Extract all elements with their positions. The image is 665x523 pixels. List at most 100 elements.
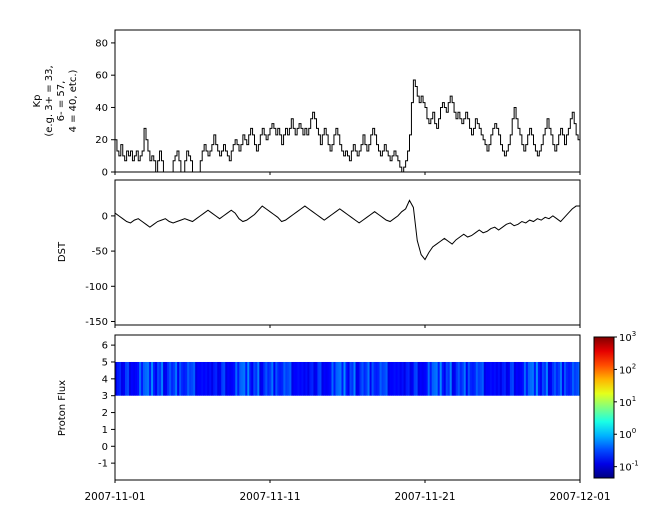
- proton-flux-panel-border: [114, 334, 581, 481]
- proton-flux-band-strip: [495, 361, 499, 396]
- proton-flux-band-strip: [239, 361, 242, 396]
- proton-flux-band-strip: [479, 361, 483, 396]
- proton-flux-band-strip: [405, 361, 409, 396]
- proton-flux-band-strip: [343, 361, 346, 396]
- proton-flux-band-strip: [517, 361, 521, 396]
- proton-flux-band-strip: [469, 361, 473, 396]
- proton-flux-band-strip: [461, 361, 465, 396]
- proton-flux-band-strip: [441, 361, 445, 396]
- proton-flux-band-strip: [139, 361, 142, 396]
- proton-flux-band-strip: [131, 361, 134, 396]
- proton-flux-band-strip: [539, 361, 543, 396]
- dst-y-tick-label: 0: [102, 211, 108, 222]
- proton-flux-band-strip: [578, 361, 581, 396]
- proton-flux-band-strip: [275, 361, 278, 396]
- proton-flux-band-strip: [375, 361, 378, 396]
- proton-flux-band-strip: [229, 361, 232, 396]
- proton-flux-band-strip: [435, 361, 439, 396]
- proton-flux-band-strip: [455, 361, 459, 396]
- proton-flux-band-strip: [565, 361, 569, 396]
- proton-flux-band-strip: [397, 361, 401, 396]
- proton-flux-band-strip: [505, 361, 509, 396]
- proton-flux-band-strip: [215, 361, 218, 396]
- proton-flux-band-strip: [507, 361, 511, 396]
- proton-flux-band-strip: [129, 361, 132, 396]
- proton-flux-band-strip: [477, 361, 481, 396]
- proton-flux-band-strip: [467, 361, 471, 396]
- proton-flux-band-strip: [509, 361, 513, 396]
- proton-flux-band-strip: [569, 361, 573, 396]
- proton-flux-band-strip: [431, 361, 435, 396]
- proton-flux-band-strip: [317, 361, 320, 396]
- proton-flux-band-strip: [349, 361, 352, 396]
- proton-flux-band-strip: [439, 361, 443, 396]
- proton-flux-band-strip: [333, 361, 336, 396]
- proton-flux-band-strip: [177, 361, 180, 396]
- proton-flux-band-strip: [231, 361, 234, 396]
- proton-flux-band-strip: [549, 361, 553, 396]
- proton-flux-band-strip: [115, 361, 118, 396]
- proton-flux-band-strip: [183, 361, 186, 396]
- proton-flux-band-strip: [223, 361, 226, 396]
- proton-flux-y-tick-label: -1: [98, 459, 108, 470]
- proton-flux-band-strip: [283, 361, 286, 396]
- proton-flux-band-strip: [225, 361, 228, 396]
- proton-flux-band-strip: [427, 361, 431, 396]
- proton-flux-band-strip: [345, 361, 348, 396]
- proton-flux-band-strip: [145, 361, 148, 396]
- colorbar-tick-label: 101: [619, 395, 636, 409]
- proton-flux-band-strip: [309, 361, 312, 396]
- proton-flux-band-strip: [201, 361, 204, 396]
- proton-flux-band-strip: [553, 361, 557, 396]
- proton-flux-band-strip: [457, 361, 461, 396]
- proton-flux-band-strip: [279, 361, 282, 396]
- proton-flux-band-strip: [395, 361, 398, 396]
- proton-flux-band-strip: [123, 361, 126, 396]
- proton-flux-band-strip: [449, 361, 453, 396]
- proton-flux-band-strip: [169, 361, 172, 396]
- proton-flux-band-strip: [301, 361, 304, 396]
- proton-flux-band-strip: [433, 361, 437, 396]
- proton-flux-band-strip: [493, 361, 497, 396]
- proton-flux-band-strip: [203, 361, 206, 396]
- colorbar-tick-label: 102: [619, 362, 636, 376]
- proton-flux-band-strip: [241, 361, 244, 396]
- proton-flux-band-strip: [213, 361, 216, 396]
- proton-flux-band-strip: [391, 361, 394, 396]
- proton-flux-band-strip: [267, 361, 270, 396]
- proton-flux-band-strip: [187, 361, 190, 396]
- proton-flux-band-strip: [285, 361, 288, 396]
- proton-flux-band-strip: [473, 361, 477, 396]
- proton-flux-band-strip: [289, 361, 292, 396]
- proton-flux-band-strip: [365, 361, 368, 396]
- proton-flux-y-tick-label: 0: [102, 442, 108, 453]
- proton-flux-band-strip: [119, 361, 122, 396]
- proton-flux-band-strip: [303, 361, 306, 396]
- x-tick-label: 2007-11-21: [394, 491, 455, 503]
- proton-flux-band-strip: [481, 361, 485, 396]
- proton-flux-band-strip: [545, 361, 549, 396]
- proton-flux-y-tick-label: 5: [102, 357, 108, 368]
- proton-flux-band-strip: [155, 361, 158, 396]
- proton-flux-band-strip: [489, 361, 493, 396]
- proton-flux-band-strip: [227, 361, 230, 396]
- proton-flux-band-strip: [185, 361, 188, 396]
- proton-flux-band-strip: [501, 361, 505, 396]
- proton-flux-band-strip: [465, 361, 469, 396]
- proton-flux-band-strip: [205, 361, 208, 396]
- proton-flux-band-strip: [277, 361, 280, 396]
- proton-flux-band-strip: [475, 361, 479, 396]
- proton-flux-band-strip: [137, 361, 140, 396]
- proton-flux-band-strip: [181, 361, 184, 396]
- proton-flux-band-strip: [291, 361, 294, 396]
- kp-panel-border: [114, 29, 581, 173]
- proton-flux-band-strip: [307, 361, 310, 396]
- proton-flux-band-strip: [485, 361, 489, 396]
- proton-flux-band-strip: [537, 361, 541, 396]
- proton-flux-band-strip: [125, 361, 128, 396]
- proton-flux-band-strip: [403, 361, 407, 396]
- proton-flux-band-strip: [511, 361, 515, 396]
- proton-flux-band-strip: [557, 361, 561, 396]
- kp-y-tick-label: 60: [95, 71, 108, 82]
